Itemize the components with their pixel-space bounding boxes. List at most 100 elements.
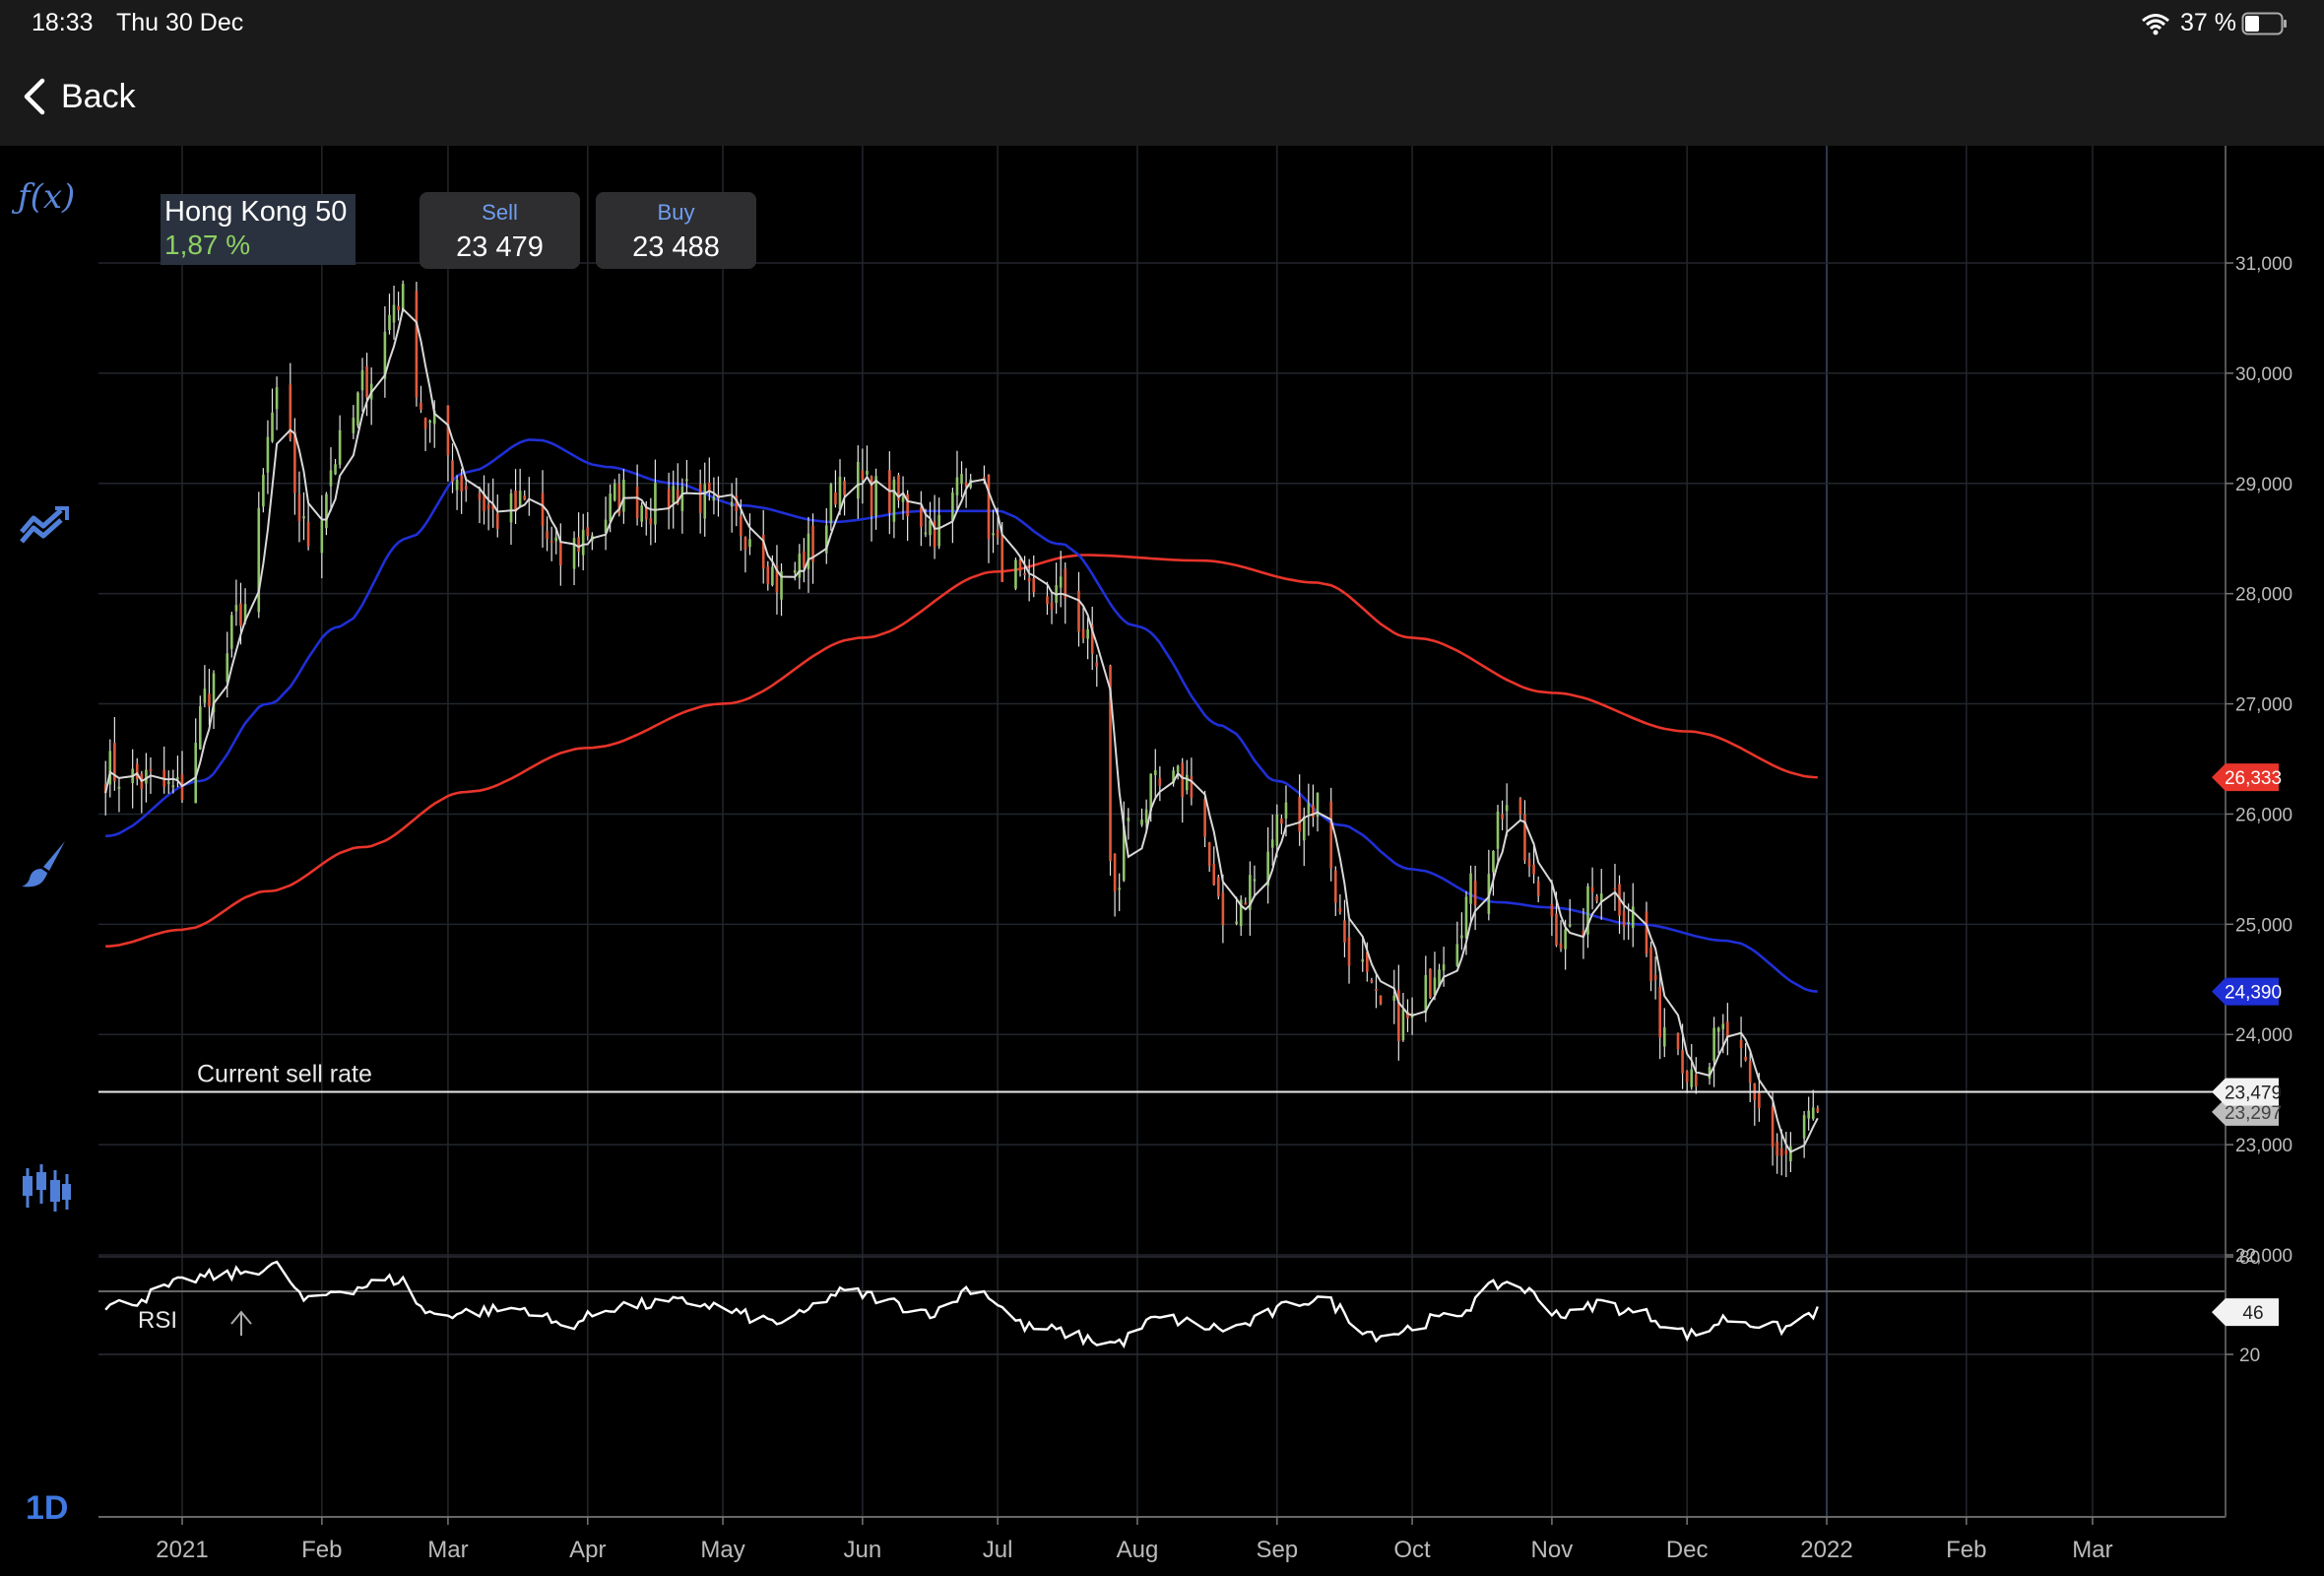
candle-body [1270,839,1274,848]
candle-body [302,516,305,519]
candle-body [230,615,233,649]
candle-body [1086,628,1089,639]
back-button[interactable]: Back [22,71,136,122]
candle-body [509,492,513,523]
candle-body [987,474,991,540]
x-tick-label: Dec [1666,1537,1709,1563]
candle-body [1653,974,1657,980]
candle-body [1532,864,1535,875]
candle-body [1784,1149,1788,1154]
candle-body [857,461,860,499]
candle-body [1442,964,1446,971]
candle-body [1739,1040,1743,1048]
candle-body [1379,995,1383,1005]
candle-body [1455,944,1459,966]
candle-body [1758,1092,1761,1109]
candle-body [1816,1108,1820,1112]
candle-body [1590,886,1594,892]
candle-body [586,527,590,537]
price-chart[interactable]: Current sell rate RSI 31,000 30,000 29,000… [0,146,2324,1576]
sma-mid-line [105,438,1818,993]
candle-body [306,521,310,547]
candle-body [1564,929,1567,950]
candle-body [1064,568,1067,599]
draw-tool-button[interactable] [18,835,81,898]
candle-body [617,483,621,514]
sma-fast-path [104,306,1819,1153]
candle-body [735,495,739,511]
candle-body [933,520,936,548]
candle-body [1059,576,1063,588]
indicator-tool-button[interactable] [18,502,81,565]
candle-body [1685,1071,1689,1083]
candle-body [203,689,207,703]
candle-body [685,479,688,482]
candle-body [212,673,216,713]
x-tick-label: Mar [427,1537,468,1563]
candle-body [1266,851,1269,886]
candle-body [929,520,932,536]
candle-body [1316,792,1320,818]
rsi-tick-label: 80 [2239,1248,2260,1269]
candle-body [712,496,716,501]
x-tick-label: Oct [1393,1537,1431,1563]
candle-body [1631,906,1635,928]
candle-body [622,479,625,512]
candle-body [1802,1115,1806,1139]
candle-body [703,484,707,519]
candle-body [1433,977,1437,995]
candle-body [1676,1032,1680,1050]
candle-body [226,653,229,683]
candle-body [1712,1027,1715,1062]
candle-body [740,515,742,536]
candle-body [1122,825,1126,881]
candle-body [1280,819,1283,824]
candle-body [955,477,959,495]
rsi-line [104,1260,1819,1348]
sell-value-tag-bg [2212,1078,2279,1106]
candle-body [275,387,279,410]
candle-body [672,486,676,503]
candle-body [1127,818,1130,821]
chart-area[interactable]: Current sell rate RSI 31,000 30,000 29,000… [0,146,2324,1576]
chart-type-button[interactable] [18,1160,81,1223]
candle-body [1424,974,1428,1014]
candle-body [743,537,747,550]
candle-body [1190,776,1194,799]
candle-body [383,331,387,379]
sell-button[interactable]: Sell 23 479 [420,192,580,269]
candle-body [1527,859,1531,867]
battery-icon [2241,12,2287,35]
back-label: Back [61,77,136,115]
candle-body [1681,1049,1684,1074]
candle-body [1599,893,1603,902]
candle-body [297,493,301,522]
x-tick-label: Sep [1256,1537,1298,1563]
candle-body [698,484,702,513]
candle-body [1001,534,1004,582]
candle-body [176,777,179,780]
candle-body [680,486,684,511]
y-tick-label: 29,000 [2235,475,2292,495]
timeframe-button[interactable]: 1D [26,1489,69,1527]
sma-slow-path [105,554,1818,948]
candle-body [1275,814,1279,846]
candle-body [649,517,653,525]
candle-body [523,495,527,500]
buy-button[interactable]: Buy 23 488 [596,192,756,269]
candle-body [117,786,121,789]
candle-body [892,479,896,522]
candle-body [1555,913,1558,946]
candle-body [581,529,585,556]
candle-body [1347,937,1351,966]
candle-body [1333,870,1337,903]
x-tick-label: Apr [569,1537,606,1563]
candle-body [708,483,711,492]
candle-body [901,496,905,502]
candle-body [1779,1148,1783,1156]
rsi-value-tag-text: 46 [2242,1303,2263,1324]
candle-body [1217,877,1220,897]
candle-body [1027,577,1031,582]
candle-body [1253,879,1257,882]
function-tool-button[interactable]: ƒ(x) [18,177,81,240]
